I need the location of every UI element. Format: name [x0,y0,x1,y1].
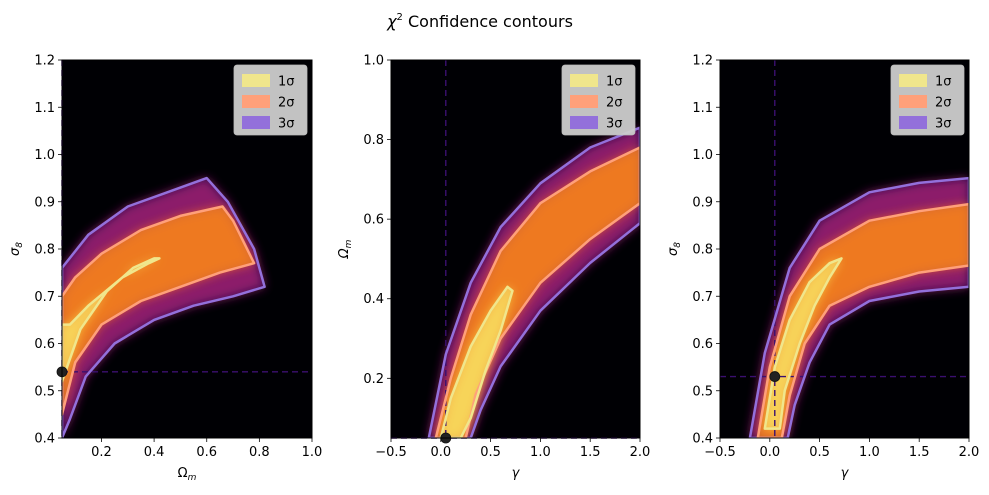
y-tick-label: 1.1 [34,101,55,116]
contour-1sigma [763,257,843,430]
y-tick-label: 0.9 [34,195,55,210]
contour-lines [748,176,969,438]
y-tick-label: 0.4 [34,432,55,447]
x-tick-label: 1.0 [302,445,323,460]
axes-frame [390,59,641,439]
density-fill [62,178,265,438]
legend: 1σ 2σ 3σ [890,64,965,136]
chart-panel-3: −0.5 0.0 0.5 1.0 1.5 2.0 0.4 0.5 0.6 0.7 0.8 0.9 1.0… [666,54,979,482]
x-tick-label: 1.0 [530,445,551,460]
y-axis-label: σ8 [666,242,683,256]
y-tick-label: 0.8 [692,243,713,258]
y-tick-label: 1.0 [692,148,713,163]
x-axis-label: γ [841,466,850,481]
legend-label: 1σ [935,75,952,90]
contour-2sigma [62,205,256,416]
x-tick-label: 0.5 [809,445,830,460]
legend-label: 3σ [935,117,952,132]
y-tick-label: 0.6 [34,337,55,352]
legend-label: 2σ [935,96,952,111]
x-tick-label: 0.0 [430,445,451,460]
y-tick-label: 1.0 [363,54,384,69]
x-tick-label: −0.5 [704,445,736,460]
legend-swatch-3sigma [570,116,598,129]
legend-swatch-1sigma [242,74,270,87]
y-tick-label: 0.7 [34,290,55,305]
contour-3sigma [427,126,640,438]
x-axis-label: γ [512,466,521,481]
density-peak [764,258,842,429]
x-tick-label: 0.5 [480,445,501,460]
y-tick-label: 0.4 [363,292,384,307]
y-tick-label: 1.2 [692,54,713,69]
contour-1sigma [62,257,161,383]
y-tick-label: 1.2 [34,54,55,69]
contour-3sigma [748,176,969,438]
x-tick-label: 0.2 [91,445,112,460]
y-tick-label: 0.5 [34,384,55,399]
legend-swatch-1sigma [570,74,598,87]
legend-label: 1σ [278,75,295,90]
contour-2sigma [756,202,969,438]
density-core-2 [757,204,969,438]
y-tick-label: 0.5 [692,384,713,399]
contour-lines [427,126,640,438]
x-tick-label: 1.5 [580,445,601,460]
y-tick-label: 1.1 [692,101,713,116]
x-tick-label: 2.0 [959,445,980,460]
legend: 1σ 2σ 3σ [233,64,308,136]
legend-label: 3σ [606,117,623,132]
y-tick-label: 0.8 [363,133,384,148]
y-tick-label: 0.9 [692,195,713,210]
legend-label: 3σ [278,117,295,132]
y-tick-label: 1.0 [34,148,55,163]
x-tick-label: −0.5 [375,445,407,460]
y-tick-label: 0.8 [34,243,55,258]
legend: 1σ 2σ 3σ [561,64,636,136]
chart-panel-1: 0.2 0.4 0.6 0.8 1.0 0.4 0.5 0.6 0.7 0.8 0.9 1.0 1.1 1… [8,54,322,484]
y-tick-label: 0.4 [692,432,713,447]
legend-swatch-2sigma [899,95,927,108]
panels: 0.2 0.4 0.6 0.8 1.0 0.4 0.5 0.6 0.7 0.8 0.9 1.0 1.1 1… [8,54,979,484]
legend-swatch-3sigma [899,116,927,129]
x-axis-label: Ωm [178,466,197,483]
x-tick-label: 1.5 [909,445,930,460]
contour-3sigma [62,176,266,438]
legend-swatch-2sigma [570,95,598,108]
legend-label: 1σ [606,75,623,90]
legend-swatch-3sigma [242,116,270,129]
y-tick-label: 0.6 [692,337,713,352]
contour-1sigma [439,285,514,438]
legend-label: 2σ [278,96,295,111]
legend-label: 2σ [606,96,623,111]
best-fit-marker [769,371,781,382]
density-peak [440,286,513,438]
y-axis-label: Ωm [337,239,354,259]
x-tick-label: 2.0 [630,445,651,460]
x-tick-label: 1.0 [859,445,880,460]
figure-title: χ2 Confidence contours [386,12,573,31]
x-tick-label: 0.8 [249,445,270,460]
legend-swatch-2sigma [242,95,270,108]
contour-lines [62,176,266,438]
y-axis-label: σ8 [8,242,25,256]
density-core-2 [62,206,255,415]
density-peak [62,258,160,382]
y-tick-label: 0.2 [363,372,384,387]
y-tick-label: 0.6 [363,213,384,228]
x-tick-label: 0.0 [759,445,780,460]
chart-panel-2: −0.5 0.0 0.5 1.0 1.5 2.0 0.2 0.4 0.6 0.8 1.0 γ Ωm 1σ 2… [337,54,650,482]
legend-swatch-1sigma [899,74,927,87]
x-tick-label: 0.4 [144,445,165,460]
x-tick-label: 0.6 [196,445,217,460]
y-tick-label: 0.7 [692,290,713,305]
